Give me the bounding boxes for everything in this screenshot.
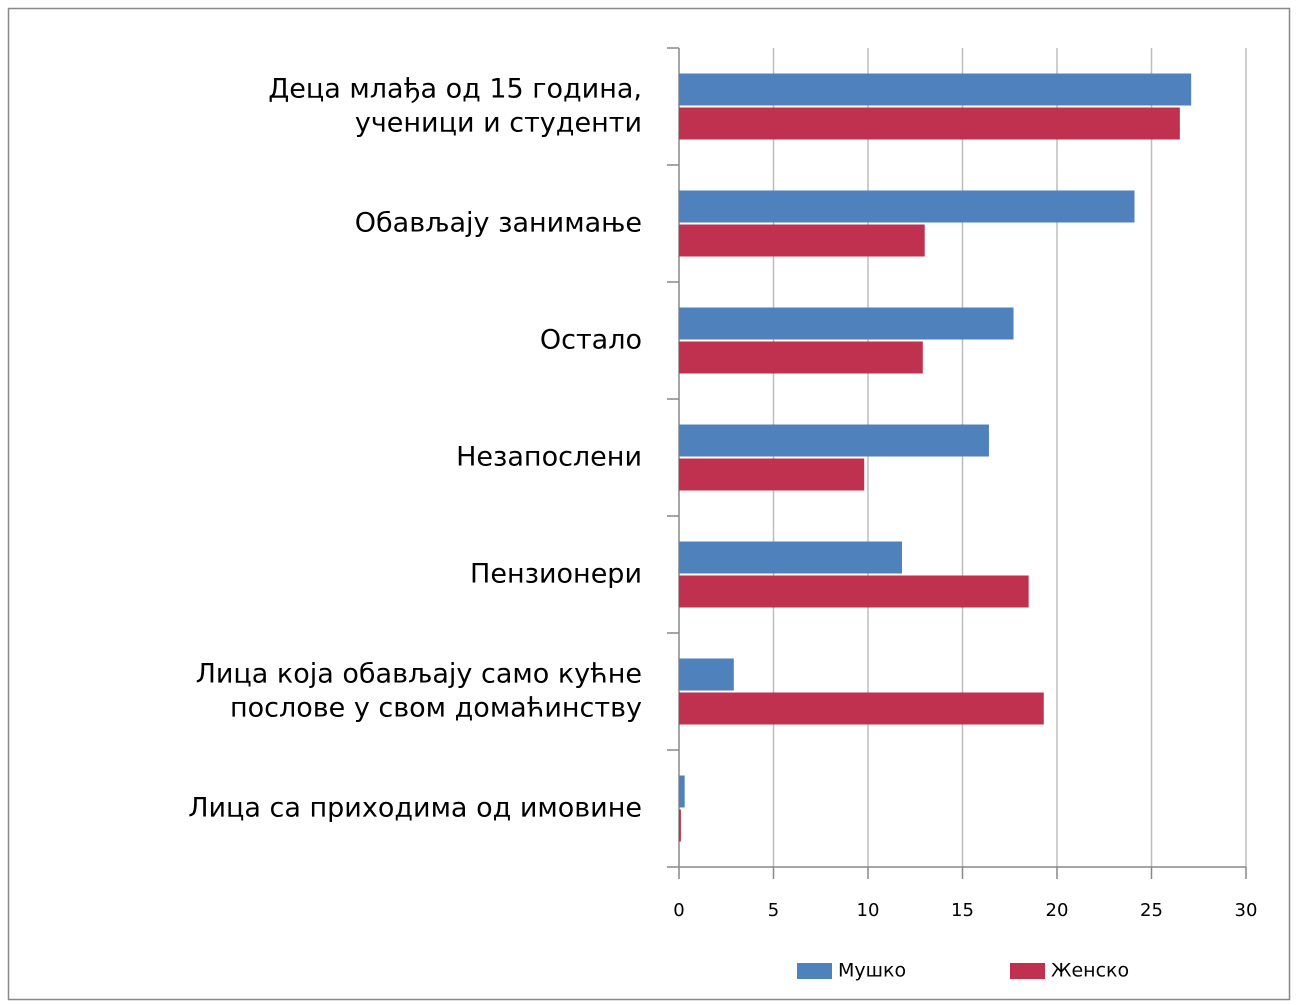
x-tick-label: 25 bbox=[1140, 900, 1163, 921]
bar bbox=[679, 775, 685, 808]
category-label-line: Пензионери bbox=[470, 558, 642, 589]
bar bbox=[679, 658, 734, 691]
category-label-line: послове у свом домаћинству bbox=[230, 692, 642, 723]
bar bbox=[679, 190, 1135, 223]
category-label: Лица која обављају само кућне послове у с… bbox=[196, 658, 642, 723]
legend-swatch bbox=[797, 963, 832, 979]
bar bbox=[679, 424, 989, 457]
category-label-line: Лица која обављају само кућне bbox=[196, 658, 642, 689]
x-tick-label: 15 bbox=[951, 900, 974, 921]
category-label-line: ученици и студенти bbox=[355, 107, 642, 138]
bar bbox=[679, 809, 681, 842]
category-label-line: Остало bbox=[540, 324, 642, 355]
category-label: Остало bbox=[540, 324, 642, 355]
x-tick-label: 30 bbox=[1235, 900, 1258, 921]
category-label: Пензионери bbox=[470, 558, 642, 589]
x-tick-label: 20 bbox=[1046, 900, 1069, 921]
category-label: Деца млађа од 15 година, ученици и студен… bbox=[268, 73, 642, 138]
bar bbox=[679, 458, 865, 491]
category-label: Обављају занимање bbox=[355, 207, 642, 238]
x-tick-label: 10 bbox=[857, 900, 880, 921]
legend-label: Женско bbox=[1051, 960, 1129, 982]
bar bbox=[679, 692, 1044, 725]
chart-border bbox=[7, 7, 1291, 1001]
bar bbox=[679, 341, 923, 374]
x-tick-label: 0 bbox=[673, 900, 684, 921]
bar bbox=[679, 224, 925, 257]
bar bbox=[679, 541, 903, 574]
bar bbox=[679, 107, 1180, 140]
category-label-line: Деца млађа од 15 година, bbox=[268, 73, 642, 104]
category-label-line: Обављају занимање bbox=[355, 207, 642, 238]
bar bbox=[679, 575, 1029, 608]
legend-swatch bbox=[1010, 963, 1045, 979]
x-tick-label: 5 bbox=[768, 900, 779, 921]
bar bbox=[679, 73, 1192, 106]
category-label-line: Незапослени bbox=[456, 441, 642, 472]
category-label-line: Лица са приходима од имовине bbox=[188, 792, 642, 823]
legend-label: Мушко bbox=[838, 960, 906, 982]
category-label: Лица са приходима од имовине bbox=[188, 792, 642, 823]
bar bbox=[679, 307, 1014, 340]
category-label: Незапослени bbox=[456, 441, 642, 472]
